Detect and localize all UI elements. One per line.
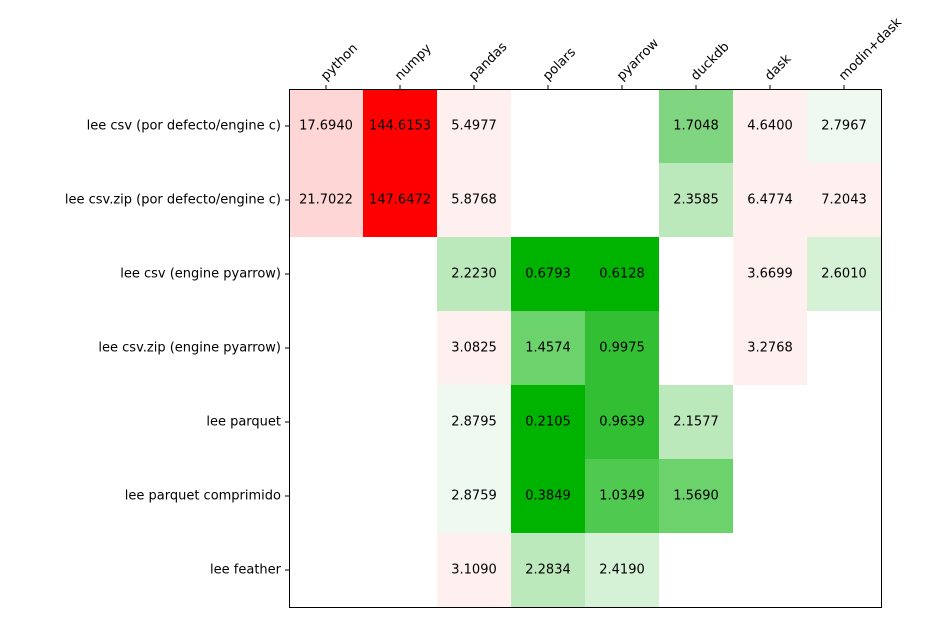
heatmap-cell: [363, 89, 437, 163]
heatmap-cell: [807, 163, 881, 237]
heatmap-cell: [659, 89, 733, 163]
heatmap-cell: [585, 311, 659, 385]
x-tick-label: modin+dask: [836, 15, 905, 84]
heatmap-cell: [733, 163, 807, 237]
x-tick-label: pyarrow: [614, 36, 662, 84]
cell-value-label: 4.6400: [747, 119, 793, 134]
cell-value-label: 3.0825: [451, 341, 497, 356]
heatmap-cell: [437, 311, 511, 385]
cell-value-label: 1.5690: [673, 489, 719, 504]
cell-value-label: 6.4774: [747, 193, 793, 208]
cell-value-label: 2.2834: [525, 563, 571, 578]
cell-value-label: 0.9975: [599, 341, 645, 356]
cell-value-label: 1.7048: [673, 119, 719, 134]
heatmap-cell: [511, 311, 585, 385]
cell-value-label: 17.6940: [299, 119, 353, 134]
cell-value-label: 7.2043: [821, 193, 867, 208]
heatmap-cell: [807, 89, 881, 163]
heatmap-cell: [437, 459, 511, 533]
heatmap-cell: [437, 385, 511, 459]
heatmap-cell: [585, 533, 659, 607]
cell-value-label: 0.9639: [599, 415, 645, 430]
heatmap-cell: [289, 89, 363, 163]
plot-frame: [289, 89, 882, 608]
heatmap-cell: [511, 459, 585, 533]
cell-value-label: 21.7022: [299, 193, 353, 208]
cell-value-label: 3.2768: [747, 341, 793, 356]
cell-value-label: 2.3585: [673, 193, 719, 208]
heatmap-cell: [437, 163, 511, 237]
cell-value-label: 0.6793: [525, 267, 571, 282]
heatmap-cell: [659, 459, 733, 533]
cell-value-label: 2.8795: [451, 415, 497, 430]
cell-value-label: 144.6153: [369, 119, 431, 134]
heatmap-cell: [659, 385, 733, 459]
cell-value-label: 2.2230: [451, 267, 497, 282]
x-axis-ticks: python numpy pandas polars pyarrow duckdb dask…: [318, 15, 905, 89]
heatmap-cell: [437, 237, 511, 311]
heatmap-cell-labels: 17.6940 144.6153 5.4977 1.7048 4.6400 2.7967 2…: [299, 119, 867, 578]
y-tick-label: lee parquet comprimido: [125, 489, 281, 504]
cell-value-label: 0.6128: [599, 267, 645, 282]
cell-value-label: 5.4977: [451, 119, 497, 134]
heatmap-cell: [585, 385, 659, 459]
heatmap-cells: [289, 89, 881, 607]
y-tick-label: lee csv (engine pyarrow): [120, 267, 281, 282]
cell-value-label: 3.1090: [451, 563, 497, 578]
cell-value-label: 3.6699: [747, 267, 793, 282]
heatmap-cell: [437, 533, 511, 607]
x-tick-label: numpy: [392, 41, 435, 84]
x-tick-label: pandas: [466, 40, 510, 84]
heatmap-cell: [733, 237, 807, 311]
cell-value-label: 1.0349: [599, 489, 645, 504]
heatmap-cell: [437, 89, 511, 163]
heatmap-cell: [733, 89, 807, 163]
x-tick-label: dask: [762, 51, 795, 84]
heatmap-cell: [289, 163, 363, 237]
y-tick-label: lee csv.zip (por defecto/engine c): [65, 193, 281, 208]
x-tick-label: python: [318, 41, 361, 84]
cell-value-label: 2.4190: [599, 563, 645, 578]
cell-value-label: 147.6472: [369, 193, 431, 208]
y-axis-ticks: lee csv (por defecto/engine c) lee csv.zi…: [65, 119, 289, 578]
x-tick-label: duckdb: [688, 40, 732, 84]
cell-value-label: 1.4574: [525, 341, 571, 356]
heatmap-cell: [511, 237, 585, 311]
heatmap-cell: [807, 237, 881, 311]
y-tick-label: lee csv (por defecto/engine c): [87, 119, 281, 134]
x-tick-label: polars: [540, 45, 579, 84]
cell-value-label: 0.3849: [525, 489, 571, 504]
heatmap-cell: [585, 459, 659, 533]
heatmap-cell: [511, 385, 585, 459]
heatmap-cell: [363, 163, 437, 237]
cell-value-label: 2.1577: [673, 415, 719, 430]
heatmap-cell: [733, 311, 807, 385]
y-tick-label: lee feather: [210, 563, 282, 578]
cell-value-label: 5.8768: [451, 193, 497, 208]
cell-value-label: 0.2105: [525, 415, 571, 430]
heatmap-cell: [511, 533, 585, 607]
y-tick-label: lee csv.zip (engine pyarrow): [98, 341, 281, 356]
cell-value-label: 2.7967: [821, 119, 867, 134]
heatmap-cell: [585, 237, 659, 311]
cell-value-label: 2.8759: [451, 489, 497, 504]
heatmap-cell: [659, 163, 733, 237]
cell-value-label: 2.6010: [821, 267, 867, 282]
y-tick-label: lee parquet: [206, 415, 281, 430]
